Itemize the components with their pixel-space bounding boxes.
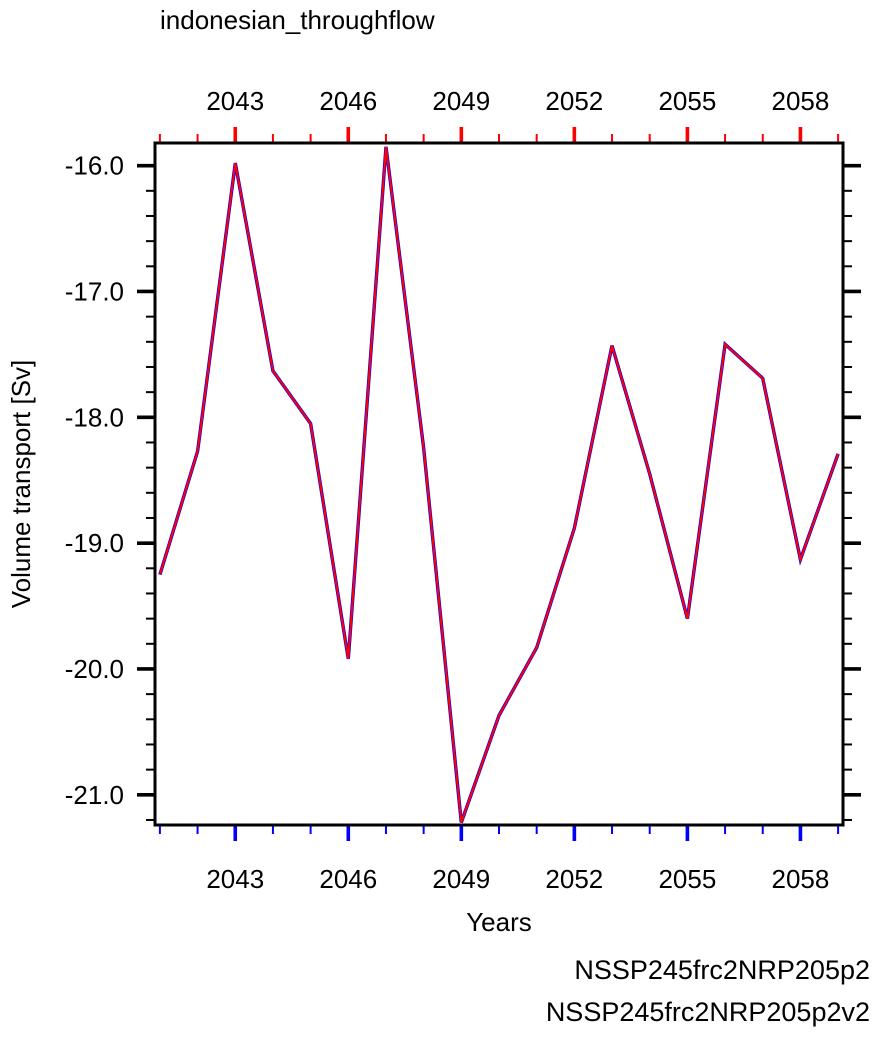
x-tick-label-bottom: 2043 xyxy=(206,864,264,894)
x-tick-label-top: 2055 xyxy=(658,86,716,116)
x-tick-label-top: 2052 xyxy=(545,86,603,116)
plot-generated-layer: 2043 2043 2046 2046 2049 2049 2052 2052 2055 2055… xyxy=(65,86,861,894)
x-tick-label-bottom: 2052 xyxy=(545,864,603,894)
y-tick-label: -19.0 xyxy=(65,528,124,558)
legend-entry-series2: NSSP245frc2NRP205p2v2 xyxy=(546,997,870,1027)
series-line-NSSP245frc2NRP205p2 xyxy=(158,146,840,824)
x-axis-title: Years xyxy=(466,907,532,937)
y-tick-label: -20.0 xyxy=(65,654,124,684)
x-tick-label-bottom: 2046 xyxy=(319,864,377,894)
y-axis-title: Volume transport [Sv] xyxy=(6,360,36,609)
chart-title: indonesian_throughflow xyxy=(160,5,435,35)
x-tick-label-top: 2046 xyxy=(319,86,377,116)
x-tick-label-top: 2049 xyxy=(432,86,490,116)
x-tick-label-top: 2043 xyxy=(206,86,264,116)
legend-entry-series1: NSSP245frc2NRP205p2 xyxy=(574,955,870,985)
y-tick-label: -16.0 xyxy=(65,151,124,181)
x-tick-label-bottom: 2049 xyxy=(432,864,490,894)
y-tick-label: -18.0 xyxy=(65,402,124,432)
y-tick-label: -17.0 xyxy=(65,276,124,306)
x-tick-label-top: 2058 xyxy=(772,86,830,116)
x-tick-label-bottom: 2055 xyxy=(658,864,716,894)
plot-frame xyxy=(153,141,845,827)
x-tick-label-bottom: 2058 xyxy=(772,864,830,894)
y-tick-label: -21.0 xyxy=(65,780,124,810)
series-line-NSSP245frc2NRP205p2v2 xyxy=(158,146,840,823)
